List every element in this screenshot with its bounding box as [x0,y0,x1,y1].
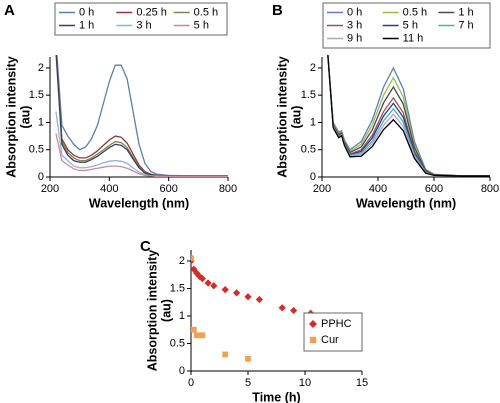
y-tick-label: 2 [38,62,44,74]
y-tick-label: 1.5 [170,282,185,294]
y-tick-label: 1 [310,116,316,128]
series-line [55,55,228,177]
y-tick-label: 0.5 [301,144,316,156]
series-line [56,55,228,177]
point [233,289,241,297]
point [191,255,194,262]
point [204,279,212,287]
y-tick-label: 2 [310,62,316,74]
point [255,295,263,304]
legend-label: 3 h [136,19,151,31]
y-tick-label: 0 [310,171,316,183]
plot-area [191,255,315,362]
point [245,356,251,362]
x-tick-label: 600 [159,183,177,195]
x-axis-label: Wavelength (nm) [89,196,189,210]
legend-label: 0.5 h [403,6,427,18]
point [193,269,201,277]
x-tick-label: 5 [245,377,251,389]
y-tick-label: 2 [179,255,185,267]
legend-label: 0.25 h [136,6,167,18]
legend-marker [309,320,317,328]
point [191,326,197,333]
series-line [327,55,490,177]
legend-label: 1 h [458,6,473,18]
point [193,332,200,339]
y-axis-label: (au) [18,106,32,129]
legend-box [303,312,363,352]
y-tick-label: 0.5 [170,337,185,349]
y-axis-label: (au) [159,299,173,322]
point [210,282,218,290]
legend-label: 11 h [403,32,424,44]
panel-letter: C [140,238,151,255]
legend-label: PPHC [321,318,352,330]
x-tick-label: 200 [41,183,59,195]
legend-label: Cur [321,334,339,346]
panel: A 0 0.5 1 1.5 2 200 400 600 800 Wavelength (nm) Abs… [4,2,237,210]
x-tick-label: 200 [313,183,331,195]
panel: B 0 0.5 1 1.5 2 200 400 600 800 Wavelength (nm) Abs… [272,2,499,210]
x-tick-label: 800 [481,183,499,195]
y-tick-label: 1 [38,116,44,128]
plot-area [55,55,228,177]
y-axis-label: Absorption intensity [275,56,289,178]
y-axis-label: (au) [289,106,303,129]
panel-letter: A [4,2,15,19]
legend-label: 0.5 h [194,6,218,18]
legend-label: 7 h [458,19,473,31]
point [191,265,198,273]
legend-label: 5 h [194,19,209,31]
panel: C 0 0.5 1 1.5 2 0 5 10 15 Time (h) Absorption inten… [140,238,368,403]
x-tick-label: 15 [356,377,368,389]
y-tick-label: 1 [179,310,185,322]
point [278,304,286,312]
x-tick-label: 0 [188,377,194,389]
x-tick-label: 10 [299,377,311,389]
y-tick-label: 0 [179,365,185,377]
x-tick-label: 600 [425,183,443,195]
legend-marker [309,336,317,344]
legend-label: 0 h [79,6,94,18]
legend-label: 5 h [403,19,418,31]
y-tick-label: 1.5 [301,89,316,101]
series-line [55,55,228,177]
series-line [55,55,228,177]
series-line [55,133,228,177]
legend-label: 9 h [347,32,362,44]
y-axis-label: Absorption intensity [4,56,18,178]
legend-box [322,2,491,49]
legend-box [54,2,228,36]
legend-label: 1 h [79,19,94,31]
x-tick-label: 400 [369,183,387,195]
point [222,351,229,358]
x-tick-label: 800 [219,183,237,195]
y-tick-label: 1.5 [29,89,44,101]
series-line [55,111,228,177]
x-tick-label: 400 [100,183,118,195]
y-tick-label: 0 [38,171,44,183]
point [244,293,252,301]
point [195,272,204,280]
x-axis-label: Time (h) [252,390,300,403]
x-axis-label: Wavelength (nm) [356,196,456,210]
point [290,306,298,315]
point [198,275,206,283]
plot-area [327,55,490,177]
legend-label: 0 h [347,6,362,18]
y-tick-label: 0.5 [29,144,44,156]
panel-letter: B [272,2,283,19]
point [221,286,229,294]
point [199,332,206,339]
y-axis-label: Absorption intensity [145,250,159,372]
legend-label: 3 h [347,19,362,31]
